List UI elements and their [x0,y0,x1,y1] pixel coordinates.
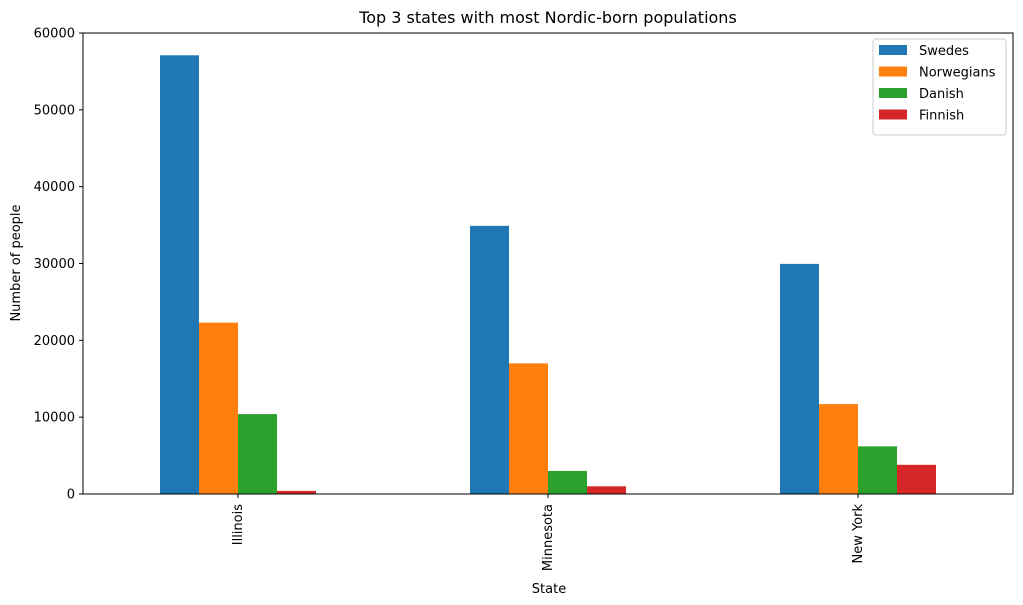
bar-finnish-new-york [897,464,936,494]
legend-label: Danish [919,87,964,102]
x-tick-label: New York [851,504,866,564]
legend-swatch [879,88,907,98]
bar-swedes-new-york [780,263,819,494]
y-tick-label: 30000 [34,257,75,272]
y-axis-label: Number of people [9,204,24,321]
legend-swatch [879,66,907,77]
y-tick-label: 50000 [34,103,75,118]
bar-danish-new-york [858,446,897,494]
x-axis-label: State [532,582,566,597]
bar-finnish-minnesota [587,486,626,494]
bar-danish-minnesota [548,470,587,494]
x-tick-label: Illinois [231,504,246,545]
legend-label: Norwegians [919,66,996,81]
legend-label: Finnish [919,109,964,124]
bars-group [160,55,936,494]
bar-norwegians-minnesota [509,363,548,494]
bar-swedes-minnesota [470,225,509,494]
chart-title: Top 3 states with most Nordic-born popul… [358,8,737,27]
y-tick-label: 20000 [34,334,75,349]
y-axis: 0 10000 20000 30000 40000 50000 60000 [34,27,83,503]
x-axis: Illinois Minnesota New York [231,494,866,571]
x-tick-label: Minnesota [541,504,556,571]
bar-danish-illinois [238,414,277,494]
y-tick-label: 60000 [34,27,75,42]
y-tick-label: 10000 [34,411,75,426]
bar-norwegians-new-york [819,404,858,494]
y-tick-label: 0 [67,488,75,503]
y-tick-label: 40000 [34,180,75,195]
bar-finnish-illinois [277,490,316,494]
legend-swatch [879,109,907,120]
legend-label: Swedes [919,44,969,59]
bar-swedes-illinois [160,55,199,494]
legend-swatch [879,45,907,55]
legend: Swedes Norwegians Danish Finnish [872,38,1007,136]
bar-norwegians-illinois [199,322,238,494]
